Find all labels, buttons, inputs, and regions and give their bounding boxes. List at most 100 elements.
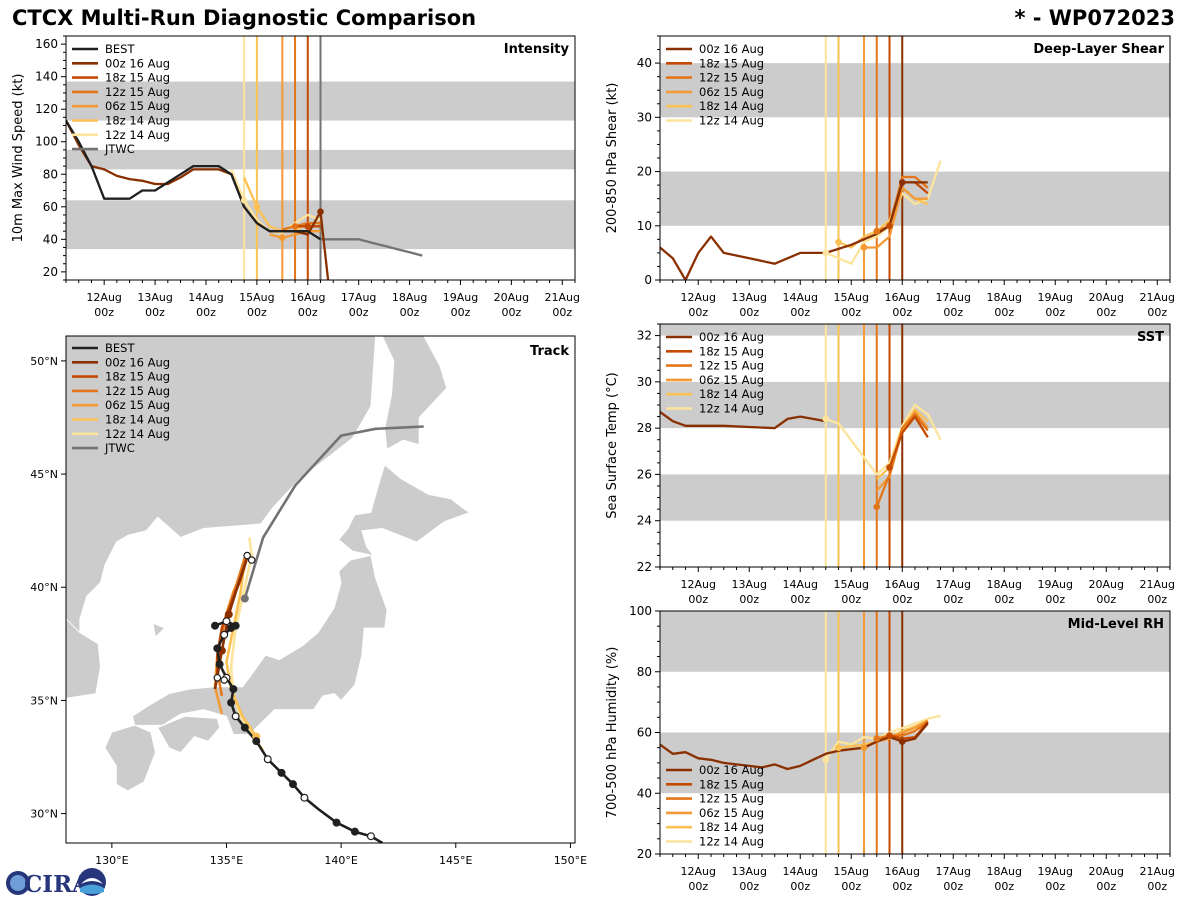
sst-xtick-label-hour: 00z	[892, 593, 912, 606]
sst-xtick-label-hour: 00z	[943, 593, 963, 606]
intensity-init-point-12z-14-aug	[240, 196, 248, 204]
track-lines	[211, 425, 424, 843]
shear-ytick-label: 20	[637, 165, 652, 179]
rh-ytick-label: 20	[637, 847, 652, 861]
shear-xtick-label-day: 18Aug	[987, 291, 1022, 304]
rh-xtick-label-hour: 00z	[1147, 880, 1167, 893]
sst-xtick-label-day: 18Aug	[987, 578, 1022, 591]
intensity-xtick-label-day: 17Aug	[341, 291, 376, 304]
shear-xtick-label-hour: 00z	[892, 306, 912, 319]
track-point-best	[288, 780, 297, 789]
shear-xtick-label-day: 17Aug	[936, 291, 971, 304]
track-xtick-label: 145°E	[439, 854, 472, 867]
shear-legend-label-00z-16-aug: 00z 16 Aug	[699, 42, 764, 56]
sst-xtick-label-hour: 00z	[841, 593, 861, 606]
intensity-ytick-label: 140	[35, 70, 58, 84]
intensity-init-point-18z-14-aug	[253, 203, 261, 211]
track-legend-label-12z-14-aug: 12z 14 Aug	[105, 427, 170, 441]
track-point-best	[350, 827, 359, 836]
rh-xtick-label-hour: 00z	[943, 880, 963, 893]
sst-ylabel: Sea Surface Temp (°C)	[605, 372, 620, 519]
sst-init-point-12z-15-aug	[873, 503, 881, 511]
shear-xtick-label-day: 13Aug	[732, 291, 767, 304]
shear-xtick-label-hour: 00z	[1147, 306, 1167, 319]
intensity-ytick-label: 20	[43, 265, 58, 279]
track-point-open	[243, 551, 251, 560]
shear-legend-label-06z-15-aug: 06z 15 Aug	[699, 85, 764, 99]
intensity-legend-label-06z-15-aug: 06z 15 Aug	[105, 99, 170, 113]
rh-xtick-label-day: 16Aug	[885, 865, 920, 878]
intensity-xtick-label-day: 20Aug	[494, 291, 529, 304]
shear-xtick-label-hour: 00z	[994, 306, 1014, 319]
intensity-init-point-12z-15-aug	[291, 223, 299, 230]
track-ytick-label: 30°N	[30, 808, 58, 821]
rh-ylabel: 700-500 hPa Humidity (%)	[605, 647, 620, 819]
intensity-xtick-label-hour: 00z	[298, 306, 318, 319]
track-series-12z-14-aug	[229, 537, 265, 751]
track-point-best	[252, 737, 261, 746]
shear-init-point-18z-15-aug	[886, 222, 893, 230]
intensity-ylabel: 10m Max Wind Speed (kt)	[11, 74, 26, 243]
sst-series-00z-16-aug	[660, 410, 827, 430]
track-point-best	[366, 832, 375, 841]
track-point-best	[229, 685, 238, 694]
rh-xtick-label-day: 12Aug	[681, 865, 716, 878]
intensity-init-point-18z-15-aug	[304, 223, 312, 230]
sst-xtick-label-day: 16Aug	[885, 578, 920, 591]
sst-xtick-label-day: 15Aug	[834, 578, 869, 591]
track-point-00z-16-aug	[224, 610, 233, 619]
intensity-xtick-label-day: 13Aug	[137, 291, 172, 304]
intensity-xtick-label-hour: 00z	[400, 306, 420, 319]
shear-legend-label-12z-15-aug: 12z 15 Aug	[699, 71, 764, 85]
sst-xtick-label-hour: 00z	[739, 593, 759, 606]
track-title: Track	[530, 344, 569, 359]
rh-init-point-18z-14-aug	[835, 744, 842, 751]
rh-init-point-00z-16-aug	[898, 738, 906, 745]
intensity-xtick-label-hour: 00z	[94, 306, 114, 319]
sst-xtick-label-day: 12Aug	[681, 578, 716, 591]
shear-ytick-label: 40	[637, 56, 652, 70]
rh-xtick-label-hour: 00z	[688, 880, 708, 893]
track-point-best	[220, 630, 229, 639]
sst-ytick-label: 28	[637, 421, 652, 435]
rh-ytick-label: 100	[629, 604, 652, 618]
noaa-wave-icon	[80, 884, 104, 894]
track-point-jtwc	[240, 594, 249, 603]
shear-legend-label-18z-15-aug: 18z 15 Aug	[699, 56, 764, 70]
sst-title: SST	[1137, 330, 1164, 345]
land-layer	[66, 336, 471, 792]
rh-init-point-18z-15-aug	[886, 732, 893, 739]
figure-title: CTCX Multi-Run Diagnostic Comparison	[12, 6, 477, 30]
rh-series-12z-14-aug	[824, 714, 941, 761]
shear-band-1	[660, 63, 1170, 118]
shear-xtick-label-hour: 00z	[739, 306, 759, 319]
intensity-xtick-label-hour: 00z	[196, 306, 216, 319]
sst-ytick-label: 24	[637, 514, 652, 528]
track-point-open	[213, 673, 222, 682]
intensity-xtick-label-hour: 00z	[349, 306, 369, 319]
rh-init-point-06z-15-aug	[860, 744, 868, 751]
rh-series-00z-16-aug	[660, 722, 929, 771]
intensity-xtick-label-hour: 00z	[247, 306, 267, 319]
track-panel: 130°E 135°E 140°E 145°E 150°E 30°N 35°N 40°N 45°…	[30, 335, 587, 867]
sst-xtick-label-hour: 00z	[790, 593, 810, 606]
track-legend-label-18z-14-aug: 18z 14 Aug	[105, 413, 170, 427]
intensity-xtick-label-day: 16Aug	[290, 291, 325, 304]
rh-xtick-label-hour: 00z	[1045, 880, 1065, 893]
track-legend-label-06z-15-aug: 06z 15 Aug	[105, 398, 170, 412]
shear-xtick-label-hour: 00z	[688, 306, 708, 319]
land-islet	[152, 622, 166, 638]
track-point-best	[215, 660, 224, 669]
rh-xtick-label-hour: 00z	[892, 880, 912, 893]
land-hokkaido	[338, 464, 471, 557]
track-point-best	[300, 793, 309, 802]
shear-xtick-label-day: 15Aug	[834, 291, 869, 304]
shear-init-point-12z-14-aug	[822, 249, 830, 257]
sst-ytick-label: 22	[637, 560, 652, 574]
intensity-ytick-label: 80	[43, 167, 58, 181]
shear-xtick-label-day: 19Aug	[1038, 291, 1073, 304]
rh-legend-label-18z-15-aug: 18z 15 Aug	[699, 777, 764, 791]
shear-xtick-label-day: 16Aug	[885, 291, 920, 304]
intensity-legend-label-jtwc: JTWC	[104, 142, 135, 156]
